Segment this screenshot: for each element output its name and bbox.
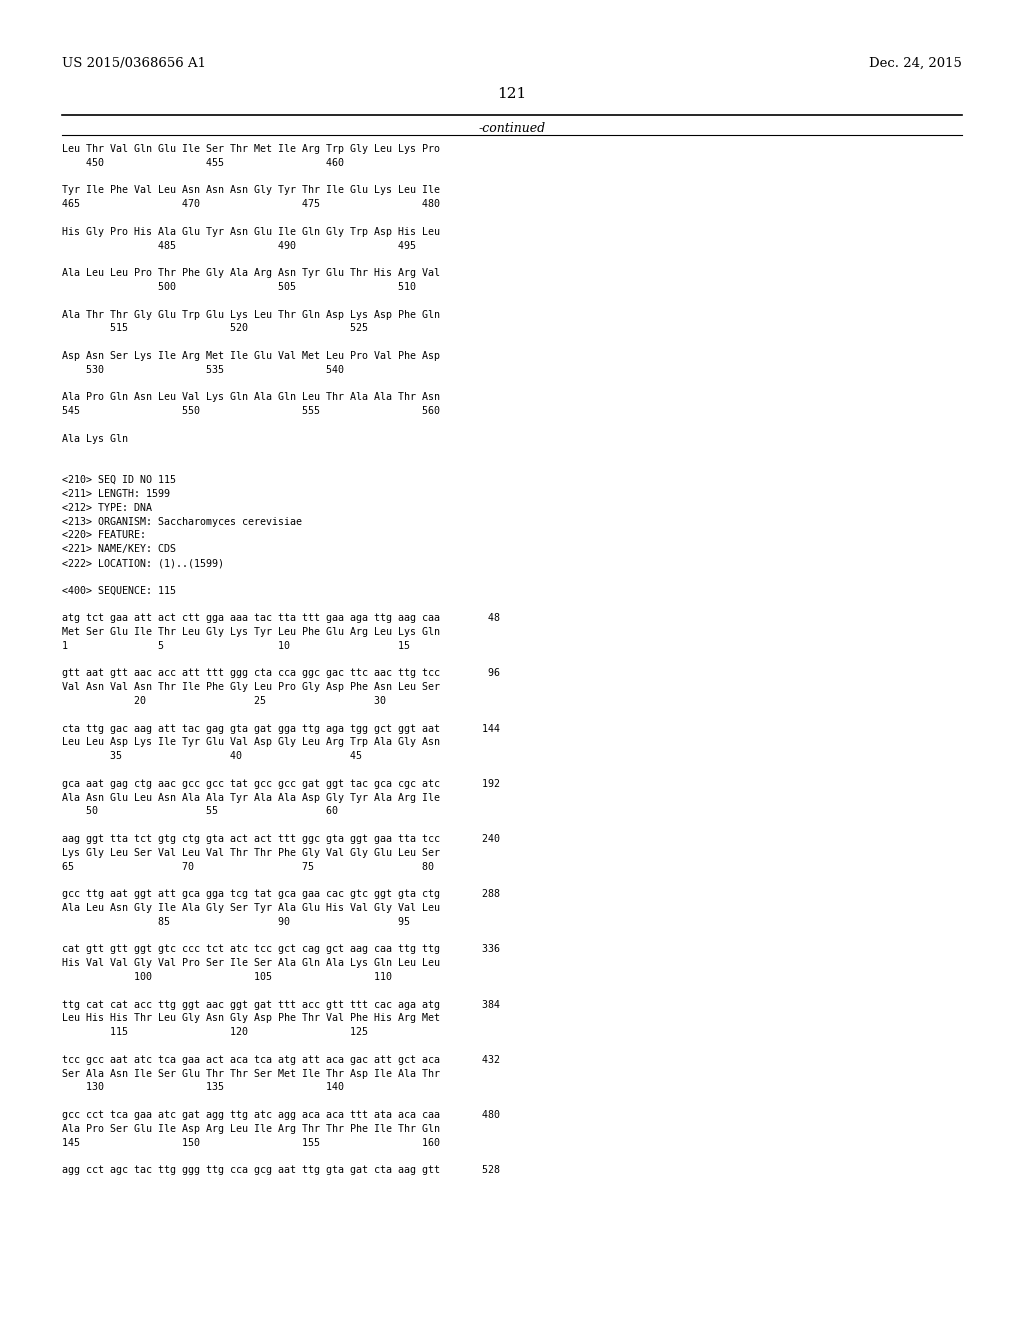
Text: 130                 135                 140: 130 135 140 [62, 1082, 344, 1093]
Text: His Gly Pro His Ala Glu Tyr Asn Glu Ile Gln Gly Trp Asp His Leu: His Gly Pro His Ala Glu Tyr Asn Glu Ile … [62, 227, 440, 236]
Text: Tyr Ile Phe Val Leu Asn Asn Asn Gly Tyr Thr Ile Glu Lys Leu Ile: Tyr Ile Phe Val Leu Asn Asn Asn Gly Tyr … [62, 185, 440, 195]
Text: 515                 520                 525: 515 520 525 [62, 323, 368, 334]
Text: 85                  90                  95: 85 90 95 [62, 917, 410, 927]
Text: Ala Leu Leu Pro Thr Phe Gly Ala Arg Asn Tyr Glu Thr His Arg Val: Ala Leu Leu Pro Thr Phe Gly Ala Arg Asn … [62, 268, 440, 279]
Text: 500                 505                 510: 500 505 510 [62, 282, 416, 292]
Text: gca aat gag ctg aac gcc gcc tat gcc gcc gat ggt tac gca cgc atc       192: gca aat gag ctg aac gcc gcc tat gcc gcc … [62, 779, 500, 789]
Text: Ala Asn Glu Leu Asn Ala Ala Tyr Ala Ala Asp Gly Tyr Ala Arg Ile: Ala Asn Glu Leu Asn Ala Ala Tyr Ala Ala … [62, 792, 440, 803]
Text: gcc ttg aat ggt att gca gga tcg tat gca gaa cac gtc ggt gta ctg       288: gcc ttg aat ggt att gca gga tcg tat gca … [62, 890, 500, 899]
Text: 1               5                   10                  15: 1 5 10 15 [62, 640, 410, 651]
Text: 100                 105                 110: 100 105 110 [62, 972, 392, 982]
Text: 20                  25                  30: 20 25 30 [62, 696, 386, 706]
Text: tcc gcc aat atc tca gaa act aca tca atg att aca gac att gct aca       432: tcc gcc aat atc tca gaa act aca tca atg … [62, 1055, 500, 1065]
Text: Ala Lys Gln: Ala Lys Gln [62, 434, 128, 444]
Text: cat gtt gtt ggt gtc ccc tct atc tcc gct cag gct aag caa ttg ttg       336: cat gtt gtt ggt gtc ccc tct atc tcc gct … [62, 944, 500, 954]
Text: aag ggt tta tct gtg ctg gta act act ttt ggc gta ggt gaa tta tcc       240: aag ggt tta tct gtg ctg gta act act ttt … [62, 834, 500, 843]
Text: 35                  40                  45: 35 40 45 [62, 751, 362, 762]
Text: Ser Ala Asn Ile Ser Glu Thr Thr Ser Met Ile Thr Asp Ile Ala Thr: Ser Ala Asn Ile Ser Glu Thr Thr Ser Met … [62, 1069, 440, 1078]
Text: <222> LOCATION: (1)..(1599): <222> LOCATION: (1)..(1599) [62, 558, 224, 568]
Text: Leu Thr Val Gln Glu Ile Ser Thr Met Ile Arg Trp Gly Leu Lys Pro: Leu Thr Val Gln Glu Ile Ser Thr Met Ile … [62, 144, 440, 154]
Text: Leu His His Thr Leu Gly Asn Gly Asp Phe Thr Val Phe His Arg Met: Leu His His Thr Leu Gly Asn Gly Asp Phe … [62, 1014, 440, 1023]
Text: 485                 490                 495: 485 490 495 [62, 240, 416, 251]
Text: US 2015/0368656 A1: US 2015/0368656 A1 [62, 57, 206, 70]
Text: 50                  55                  60: 50 55 60 [62, 807, 338, 816]
Text: 65                  70                  75                  80: 65 70 75 80 [62, 862, 434, 871]
Text: atg tct gaa att act ctt gga aaa tac tta ttt gaa aga ttg aag caa        48: atg tct gaa att act ctt gga aaa tac tta … [62, 614, 500, 623]
Text: cta ttg gac aag att tac gag gta gat gga ttg aga tgg gct ggt aat       144: cta ttg gac aag att tac gag gta gat gga … [62, 723, 500, 734]
Text: Val Asn Val Asn Thr Ile Phe Gly Leu Pro Gly Asp Phe Asn Leu Ser: Val Asn Val Asn Thr Ile Phe Gly Leu Pro … [62, 682, 440, 692]
Text: <400> SEQUENCE: 115: <400> SEQUENCE: 115 [62, 586, 176, 595]
Text: <221> NAME/KEY: CDS: <221> NAME/KEY: CDS [62, 544, 176, 554]
Text: <210> SEQ ID NO 115: <210> SEQ ID NO 115 [62, 475, 176, 486]
Text: gcc cct tca gaa atc gat agg ttg atc agg aca aca ttt ata aca caa       480: gcc cct tca gaa atc gat agg ttg atc agg … [62, 1110, 500, 1119]
Text: <220> FEATURE:: <220> FEATURE: [62, 531, 146, 540]
Text: 530                 535                 540: 530 535 540 [62, 364, 344, 375]
Text: ttg cat cat acc ttg ggt aac ggt gat ttt acc gtt ttt cac aga atg       384: ttg cat cat acc ttg ggt aac ggt gat ttt … [62, 999, 500, 1010]
Text: Met Ser Glu Ile Thr Leu Gly Lys Tyr Leu Phe Glu Arg Leu Lys Gln: Met Ser Glu Ile Thr Leu Gly Lys Tyr Leu … [62, 627, 440, 638]
Text: gtt aat gtt aac acc att ttt ggg cta cca ggc gac ttc aac ttg tcc        96: gtt aat gtt aac acc att ttt ggg cta cca … [62, 668, 500, 678]
Text: <212> TYPE: DNA: <212> TYPE: DNA [62, 503, 152, 512]
Text: 121: 121 [498, 87, 526, 102]
Text: Asp Asn Ser Lys Ile Arg Met Ile Glu Val Met Leu Pro Val Phe Asp: Asp Asn Ser Lys Ile Arg Met Ile Glu Val … [62, 351, 440, 360]
Text: <213> ORGANISM: Saccharomyces cerevisiae: <213> ORGANISM: Saccharomyces cerevisiae [62, 516, 302, 527]
Text: Leu Leu Asp Lys Ile Tyr Glu Val Asp Gly Leu Arg Trp Ala Gly Asn: Leu Leu Asp Lys Ile Tyr Glu Val Asp Gly … [62, 738, 440, 747]
Text: <211> LENGTH: 1599: <211> LENGTH: 1599 [62, 488, 170, 499]
Text: 115                 120                 125: 115 120 125 [62, 1027, 368, 1038]
Text: agg cct agc tac ttg ggg ttg cca gcg aat ttg gta gat cta aag gtt       528: agg cct agc tac ttg ggg ttg cca gcg aat … [62, 1166, 500, 1175]
Text: Lys Gly Leu Ser Val Leu Val Thr Thr Phe Gly Val Gly Glu Leu Ser: Lys Gly Leu Ser Val Leu Val Thr Thr Phe … [62, 847, 440, 858]
Text: Ala Thr Thr Gly Glu Trp Glu Lys Leu Thr Gln Asp Lys Asp Phe Gln: Ala Thr Thr Gly Glu Trp Glu Lys Leu Thr … [62, 310, 440, 319]
Text: -continued: -continued [478, 121, 546, 135]
Text: Ala Leu Asn Gly Ile Ala Gly Ser Tyr Ala Glu His Val Gly Val Leu: Ala Leu Asn Gly Ile Ala Gly Ser Tyr Ala … [62, 903, 440, 913]
Text: His Val Val Gly Val Pro Ser Ile Ser Ala Gln Ala Lys Gln Leu Leu: His Val Val Gly Val Pro Ser Ile Ser Ala … [62, 958, 440, 968]
Text: 465                 470                 475                 480: 465 470 475 480 [62, 199, 440, 209]
Text: Ala Pro Gln Asn Leu Val Lys Gln Ala Gln Leu Thr Ala Ala Thr Asn: Ala Pro Gln Asn Leu Val Lys Gln Ala Gln … [62, 392, 440, 403]
Text: 450                 455                 460: 450 455 460 [62, 158, 344, 168]
Text: Ala Pro Ser Glu Ile Asp Arg Leu Ile Arg Thr Thr Phe Ile Thr Gln: Ala Pro Ser Glu Ile Asp Arg Leu Ile Arg … [62, 1123, 440, 1134]
Text: Dec. 24, 2015: Dec. 24, 2015 [869, 57, 962, 70]
Text: 145                 150                 155                 160: 145 150 155 160 [62, 1138, 440, 1147]
Text: 545                 550                 555                 560: 545 550 555 560 [62, 407, 440, 416]
